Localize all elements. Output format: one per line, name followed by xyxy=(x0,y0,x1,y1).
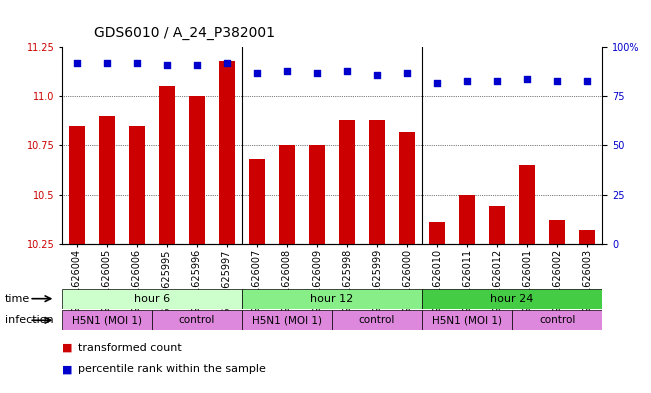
Point xyxy=(282,68,292,74)
Text: hour 24: hour 24 xyxy=(490,294,534,304)
Bar xyxy=(68,126,85,244)
Point xyxy=(492,77,503,84)
Bar xyxy=(429,222,445,244)
Bar xyxy=(519,165,535,244)
Point xyxy=(522,75,533,82)
Text: transformed count: transformed count xyxy=(78,343,182,353)
Text: time: time xyxy=(5,294,31,304)
Point xyxy=(582,77,592,84)
Point xyxy=(102,60,112,66)
Text: hour 12: hour 12 xyxy=(311,294,353,304)
Point xyxy=(161,62,172,68)
Point xyxy=(342,68,352,74)
Text: infection: infection xyxy=(5,315,54,325)
Bar xyxy=(549,220,566,244)
Bar xyxy=(242,289,422,309)
Bar xyxy=(249,159,265,244)
Text: H5N1 (MOI 1): H5N1 (MOI 1) xyxy=(252,315,322,325)
Point xyxy=(552,77,562,84)
Point xyxy=(432,79,442,86)
Text: control: control xyxy=(539,315,575,325)
Text: ■: ■ xyxy=(62,343,76,353)
Bar xyxy=(159,86,175,244)
Bar xyxy=(189,96,205,244)
Bar xyxy=(62,310,152,330)
Bar xyxy=(399,132,415,244)
Text: control: control xyxy=(179,315,215,325)
Point xyxy=(72,60,82,66)
Text: H5N1 (MOI 1): H5N1 (MOI 1) xyxy=(432,315,502,325)
Bar xyxy=(242,310,332,330)
Point xyxy=(222,60,232,66)
Point xyxy=(402,70,412,76)
Bar xyxy=(339,120,355,244)
Bar xyxy=(579,230,596,244)
Point xyxy=(372,72,382,78)
Bar xyxy=(129,126,145,244)
Bar xyxy=(309,145,326,244)
Bar xyxy=(219,61,235,244)
Point xyxy=(132,60,142,66)
Bar xyxy=(62,289,242,309)
Bar xyxy=(512,310,602,330)
Point xyxy=(191,62,202,68)
Bar xyxy=(459,195,475,244)
Point xyxy=(252,70,262,76)
Text: GDS6010 / A_24_P382001: GDS6010 / A_24_P382001 xyxy=(94,26,275,40)
Bar xyxy=(152,310,242,330)
Point xyxy=(312,70,322,76)
Bar xyxy=(368,120,385,244)
Bar xyxy=(422,289,602,309)
Bar xyxy=(332,310,422,330)
Text: ■: ■ xyxy=(62,364,76,375)
Point xyxy=(462,77,473,84)
Text: H5N1 (MOI 1): H5N1 (MOI 1) xyxy=(72,315,142,325)
Bar xyxy=(279,145,296,244)
Bar xyxy=(422,310,512,330)
Bar xyxy=(489,206,505,244)
Text: control: control xyxy=(359,315,395,325)
Text: percentile rank within the sample: percentile rank within the sample xyxy=(78,364,266,375)
Bar xyxy=(98,116,115,244)
Text: hour 6: hour 6 xyxy=(134,294,170,304)
